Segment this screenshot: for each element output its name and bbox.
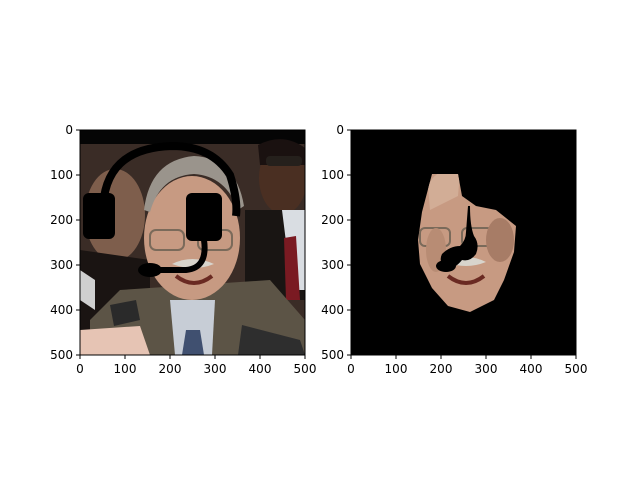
right-xtick-label: 500 xyxy=(565,362,588,376)
right-xtick-label: 300 xyxy=(475,362,498,376)
right-xtick-label: 400 xyxy=(520,362,543,376)
right-xtick-label: 200 xyxy=(430,362,453,376)
left-xtick-label: 300 xyxy=(204,362,227,376)
right-ytick-label: 400 xyxy=(321,303,344,317)
left-ytick-label: 0 xyxy=(65,123,73,137)
left-ytick-label: 400 xyxy=(50,303,73,317)
left-xtick-label: 400 xyxy=(249,362,272,376)
right-xtick-label: 0 xyxy=(347,362,355,376)
left-ytick-label: 500 xyxy=(50,348,73,362)
image-photo xyxy=(80,130,307,355)
right-xtick-label: 100 xyxy=(385,362,408,376)
left-xtick-label: 200 xyxy=(159,362,182,376)
left-ytick-label: 200 xyxy=(50,213,73,227)
left-ytick-label: 300 xyxy=(50,258,73,272)
right-ytick-label: 0 xyxy=(336,123,344,137)
left-ytick-label: 100 xyxy=(50,168,73,182)
right-ytick-label: 100 xyxy=(321,168,344,182)
left-xtick-label: 500 xyxy=(294,362,317,376)
image-masked-face xyxy=(351,130,576,355)
right-ytick-label: 200 xyxy=(321,213,344,227)
right-ytick-label: 300 xyxy=(321,258,344,272)
right-ytick-label: 500 xyxy=(321,348,344,362)
left-xtick-label: 100 xyxy=(114,362,137,376)
left-xtick-label: 0 xyxy=(76,362,84,376)
